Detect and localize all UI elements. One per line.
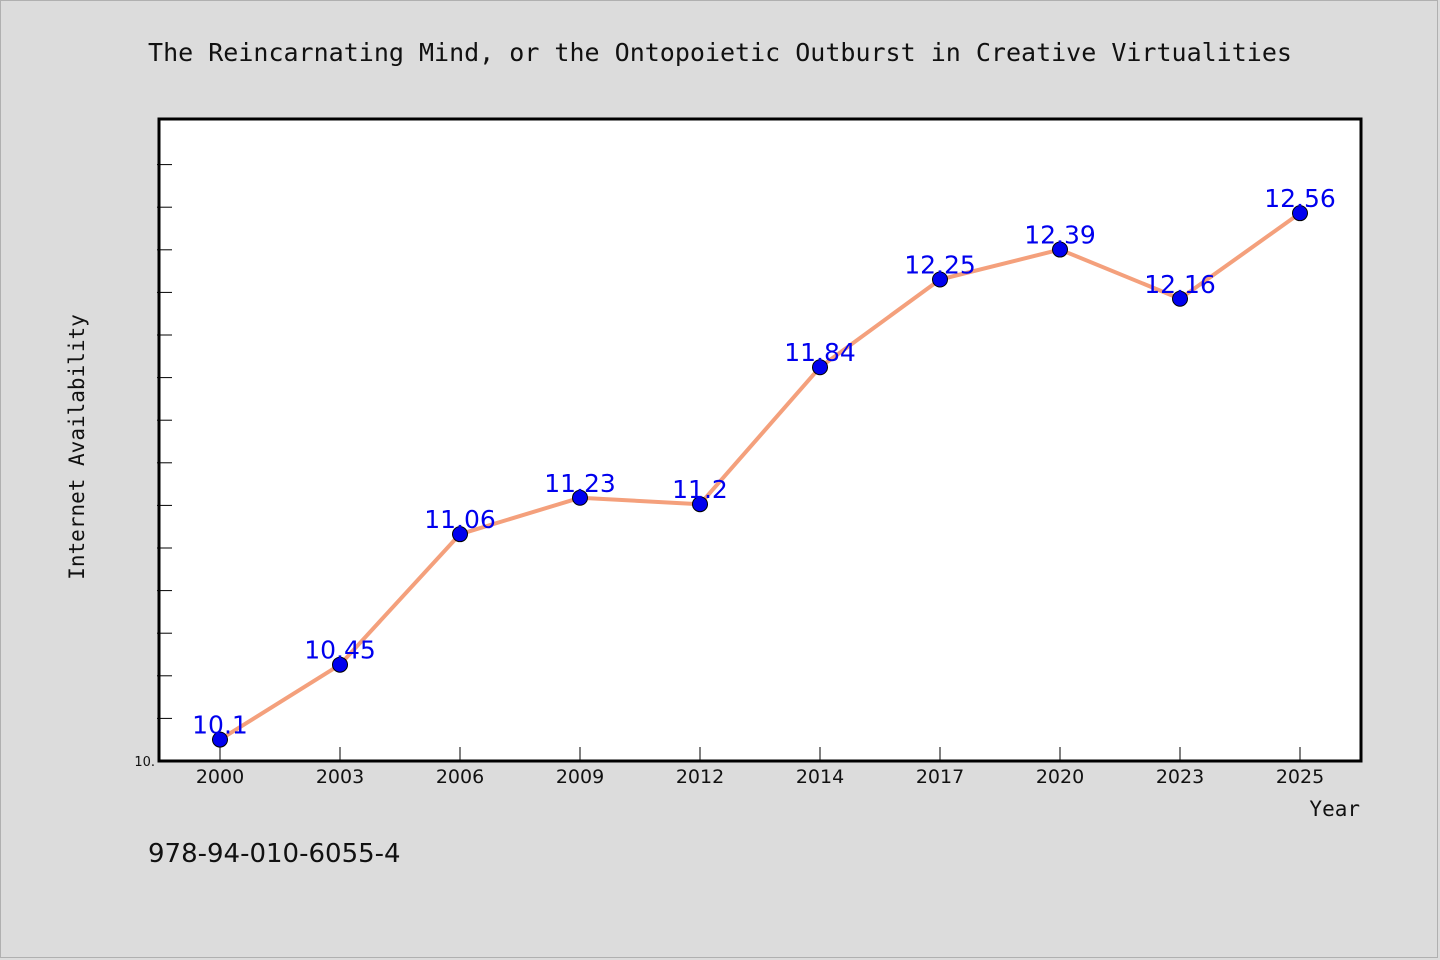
data-point (1052, 241, 1068, 258)
y-tick-label: 10. (134, 755, 155, 770)
data-point (692, 496, 708, 513)
data-label: 10.45 (304, 636, 376, 665)
data-point (1172, 290, 1188, 307)
data-labels: 10.1 10.45 11.06 11.23 11.2 11.84 12.25 12.39 12… (192, 184, 1336, 739)
data-label: 11.84 (784, 338, 856, 367)
x-tick-label: 2017 (916, 766, 964, 788)
data-label: 11.2 (672, 475, 728, 504)
x-tick-label: 2023 (1156, 766, 1204, 788)
data-point (332, 656, 348, 673)
x-tick-label: 2020 (1036, 766, 1084, 788)
x-axis-label: Year (1309, 797, 1360, 821)
data-label: 12.56 (1264, 184, 1336, 213)
x-tick-label: 2006 (436, 766, 484, 788)
x-tick-label: 2009 (556, 766, 604, 788)
x-tick-label: 2003 (316, 766, 364, 788)
data-label: 11.06 (424, 505, 496, 534)
x-tick-label: 2025 (1276, 766, 1324, 788)
data-label: 12.16 (1144, 270, 1216, 299)
footnote-isbn: 978-94-010-6055-4 (148, 839, 401, 869)
plot-area (157, 117, 1363, 763)
data-point (572, 489, 588, 506)
y-axis-label: Internet Availability (65, 314, 89, 580)
data-point (452, 526, 468, 543)
data-label: 12.25 (904, 251, 976, 280)
data-markers (212, 205, 1308, 748)
data-point (932, 271, 948, 288)
data-label: 12.39 (1024, 221, 1096, 250)
x-ticks: 2000 2003 2006 2009 2012 2014 2017 2020 2023 2025 (196, 747, 1324, 788)
x-tick-label: 2014 (796, 766, 844, 788)
series-line (218, 211, 1302, 742)
data-label: 10.1 (192, 711, 248, 740)
data-point (812, 359, 828, 376)
x-tick-label: 2012 (676, 766, 724, 788)
data-point (1292, 205, 1308, 222)
chart-title: The Reincarnating Mind, or the Ontopoiet… (148, 38, 1292, 67)
x-tick-label: 2000 (196, 766, 244, 788)
y-minor-ticks (157, 164, 172, 719)
data-point (212, 731, 228, 748)
data-label: 11.23 (544, 469, 616, 498)
